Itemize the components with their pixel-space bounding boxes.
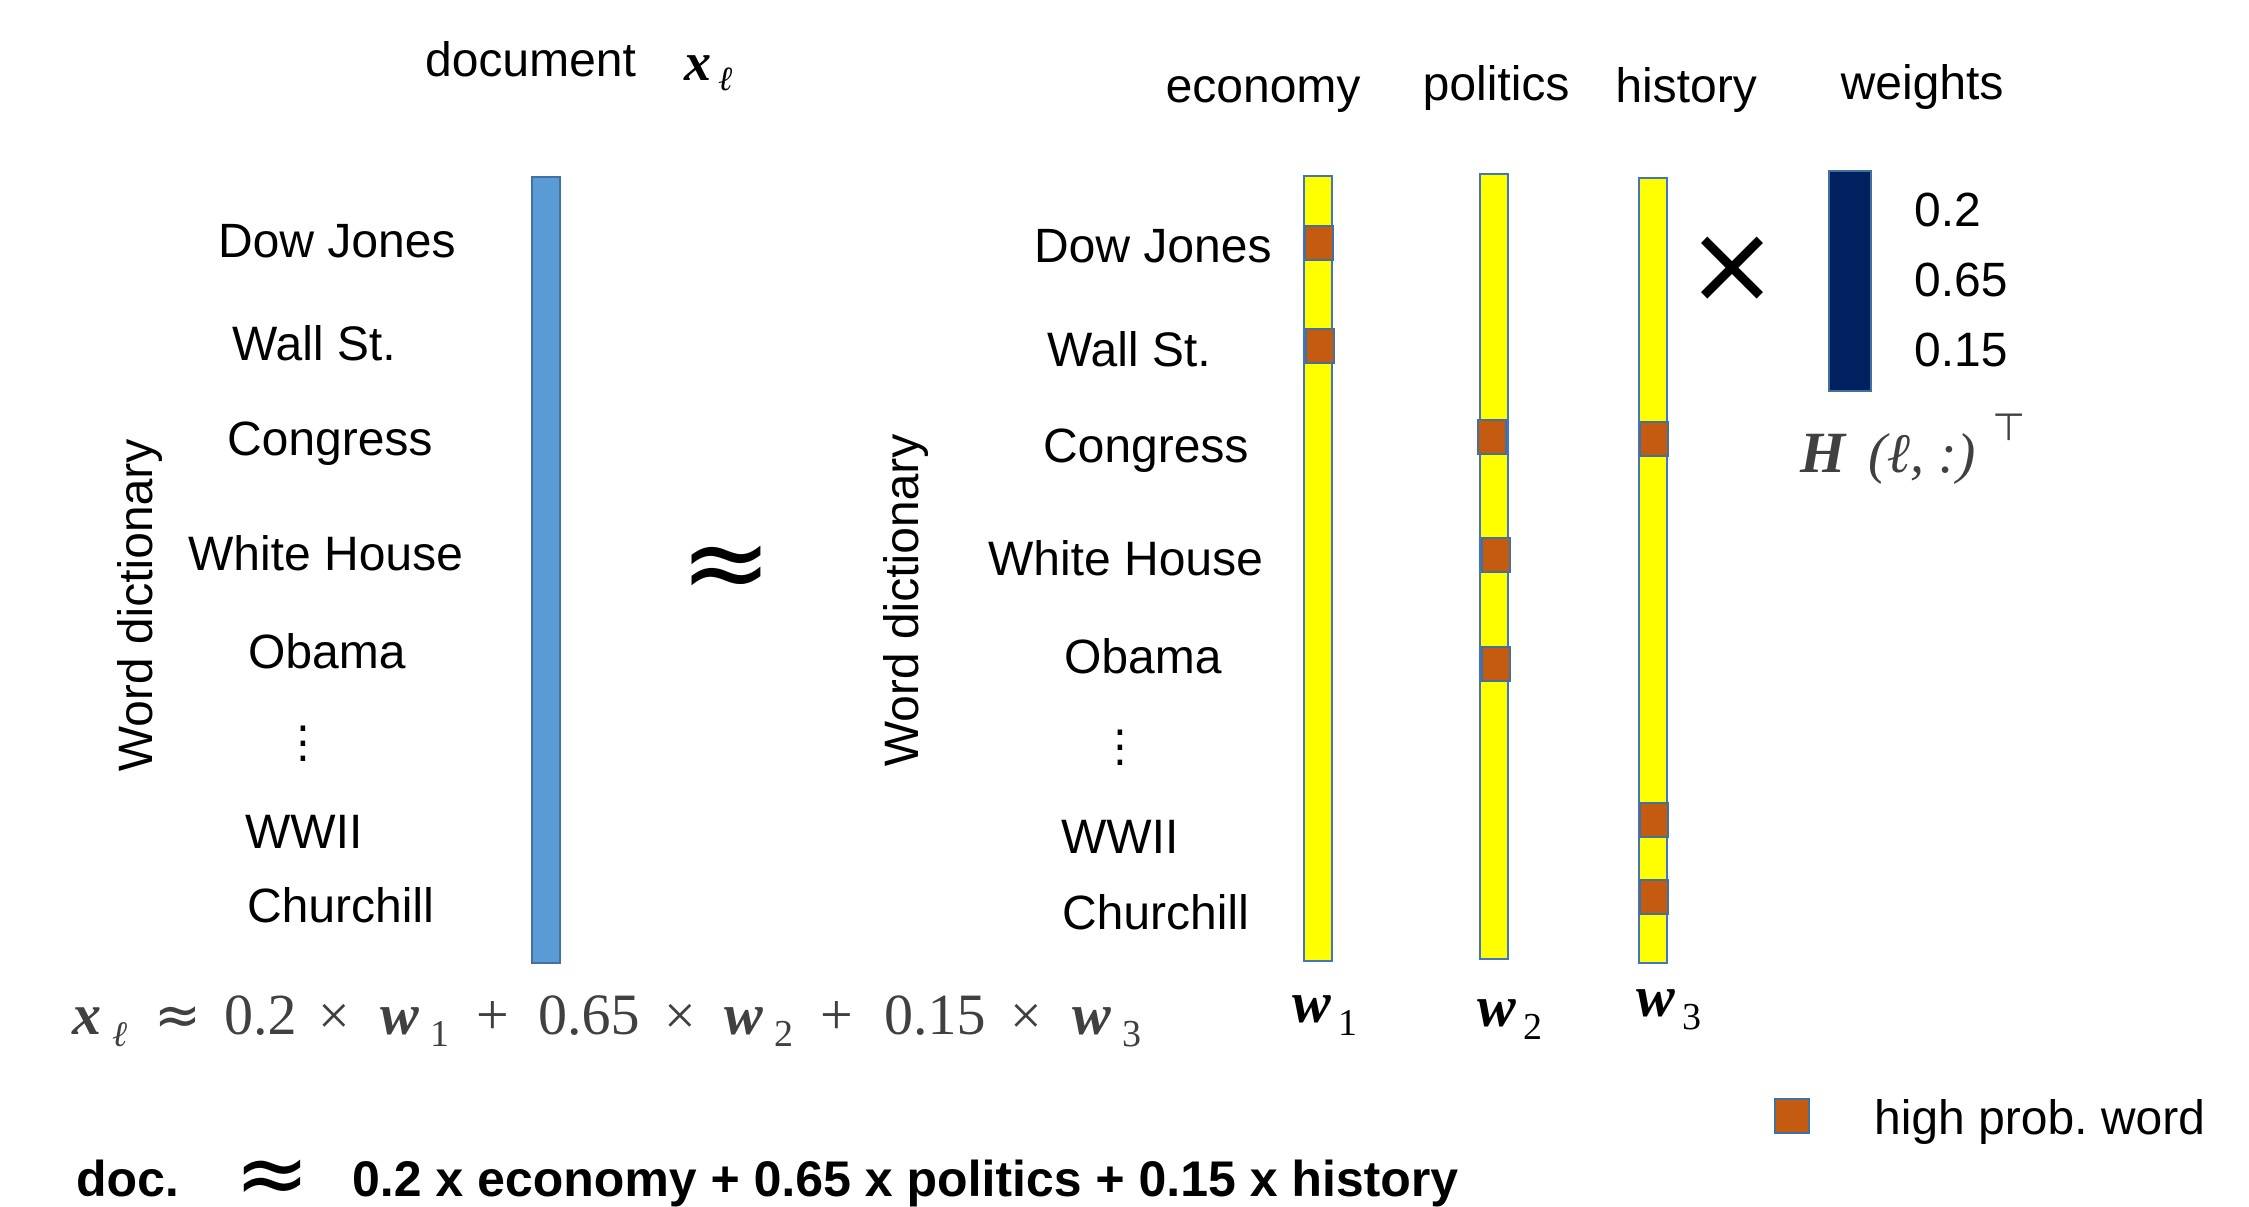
equation-approx: ≈ xyxy=(154,983,201,1048)
weights-bar xyxy=(1828,170,1872,392)
vector-label-w1: w 1 xyxy=(1292,970,1357,1044)
svg-text:1: 1 xyxy=(1338,1002,1357,1044)
document-title-sub: ℓ xyxy=(718,61,732,98)
equation-plus: + xyxy=(476,982,509,1047)
left-word: Obama xyxy=(248,626,406,679)
right-word: Wall St. xyxy=(1047,324,1211,377)
marker-economy-dow-jones xyxy=(1304,225,1334,261)
equation-vector-sub: 2 xyxy=(774,1013,793,1055)
equation-vector: w xyxy=(724,982,763,1047)
weight-value: 0.65 xyxy=(1914,254,2007,307)
svg-text:3: 3 xyxy=(1682,996,1701,1038)
summary-approx: ≈ xyxy=(234,1121,309,1207)
left-word: Congress xyxy=(227,413,432,466)
right-word: WWII xyxy=(1061,811,1178,864)
svg-text:w: w xyxy=(1636,964,1675,1029)
weights-section: weights 0.2 0.65 0.15 H (ℓ, :) ⊤ xyxy=(1799,57,2025,485)
left-word: WWII xyxy=(245,806,362,859)
equation-lhs: x xyxy=(71,982,101,1047)
document-title: document xyxy=(425,34,636,87)
equation-coef: 0.15 xyxy=(884,982,986,1047)
equation-vector: w xyxy=(380,982,419,1047)
marker-history-congress xyxy=(1639,421,1669,457)
equation-plus: + xyxy=(820,982,853,1047)
approx-symbol: ≈ xyxy=(680,498,772,626)
vector-label-w2: w 2 xyxy=(1477,974,1542,1048)
svg-text:2: 2 xyxy=(1523,1006,1542,1048)
marker-economy-wall-st xyxy=(1305,328,1335,364)
left-word: Dow Jones xyxy=(218,215,455,268)
equation: x ℓ ≈ 0.2 × w 1 + 0.65 × w 2 + 0.15 × w … xyxy=(71,982,1141,1055)
legend: high prob. word xyxy=(1774,1092,2205,1145)
equation-lhs-sub: ℓ xyxy=(112,1014,127,1054)
right-word: Dow Jones xyxy=(1034,220,1271,273)
left-word: White House xyxy=(188,528,463,581)
weights-label: H (ℓ, :) ⊤ xyxy=(1799,405,2025,485)
equation-times: × xyxy=(1010,985,1042,1047)
legend-label: high prob. word xyxy=(1874,1092,2205,1145)
weights-title: weights xyxy=(1840,57,2004,110)
marker-politics-obama xyxy=(1481,646,1511,682)
equation-vector-sub: 3 xyxy=(1122,1013,1141,1055)
summary-line: doc. ≈ 0.2 x economy + 0.65 x politics +… xyxy=(76,1121,1458,1207)
document-title-math: x xyxy=(683,32,711,92)
equation-times: × xyxy=(318,985,350,1047)
weight-value: 0.2 xyxy=(1914,184,1981,237)
right-ellipsis: ⋮ xyxy=(1098,721,1142,772)
svg-text:w: w xyxy=(1292,970,1331,1035)
topic-header-history: history xyxy=(1615,60,1756,113)
marker-history-churchill xyxy=(1639,879,1669,915)
marker-history-wwii xyxy=(1639,802,1669,838)
times-symbol: × xyxy=(1686,200,1778,328)
summary-prefix: doc. xyxy=(76,1151,179,1207)
right-word: Churchill xyxy=(1062,887,1249,940)
right-word: Congress xyxy=(1043,420,1248,473)
equation-times: × xyxy=(664,985,696,1047)
topic-header-politics: politics xyxy=(1423,58,1570,111)
left-axis-label: Word dictionary xyxy=(110,439,163,772)
right-word: Obama xyxy=(1064,631,1222,684)
legend-marker xyxy=(1774,1098,1810,1134)
vector-label-w3: w 3 xyxy=(1636,964,1701,1038)
right-axis-label: Word dictionary xyxy=(876,434,929,767)
svg-text:H: H xyxy=(1799,420,1847,485)
left-word: Churchill xyxy=(247,880,434,933)
equation-coef: 0.2 xyxy=(224,982,297,1047)
right-word: White House xyxy=(988,533,1263,586)
equation-vector-sub: 1 xyxy=(430,1013,449,1055)
marker-politics-congress xyxy=(1477,419,1507,455)
svg-text:(ℓ, :): (ℓ, :) xyxy=(1868,423,1975,485)
marker-politics-white-house xyxy=(1481,537,1511,573)
svg-text:⊤: ⊤ xyxy=(1992,405,2025,449)
topic-section: Word dictionary Dow Jones Wall St. Congr… xyxy=(876,58,1757,1048)
summary-rhs: 0.2 x economy + 0.65 x politics + 0.15 x… xyxy=(352,1151,1458,1207)
left-word: Wall St. xyxy=(232,318,396,371)
svg-text:w: w xyxy=(1477,974,1516,1039)
left-ellipsis: ⋮ xyxy=(281,717,325,768)
topic-bar-history xyxy=(1638,177,1668,964)
equation-coef: 0.65 xyxy=(538,982,640,1047)
weight-value: 0.15 xyxy=(1914,324,2007,377)
topic-bar-economy xyxy=(1303,175,1333,962)
topic-header-economy: economy xyxy=(1166,60,1361,113)
document-vector-bar xyxy=(531,176,561,964)
document-section: document x ℓ Word dictionary Dow Jones W… xyxy=(110,32,732,964)
equation-vector: w xyxy=(1072,982,1111,1047)
